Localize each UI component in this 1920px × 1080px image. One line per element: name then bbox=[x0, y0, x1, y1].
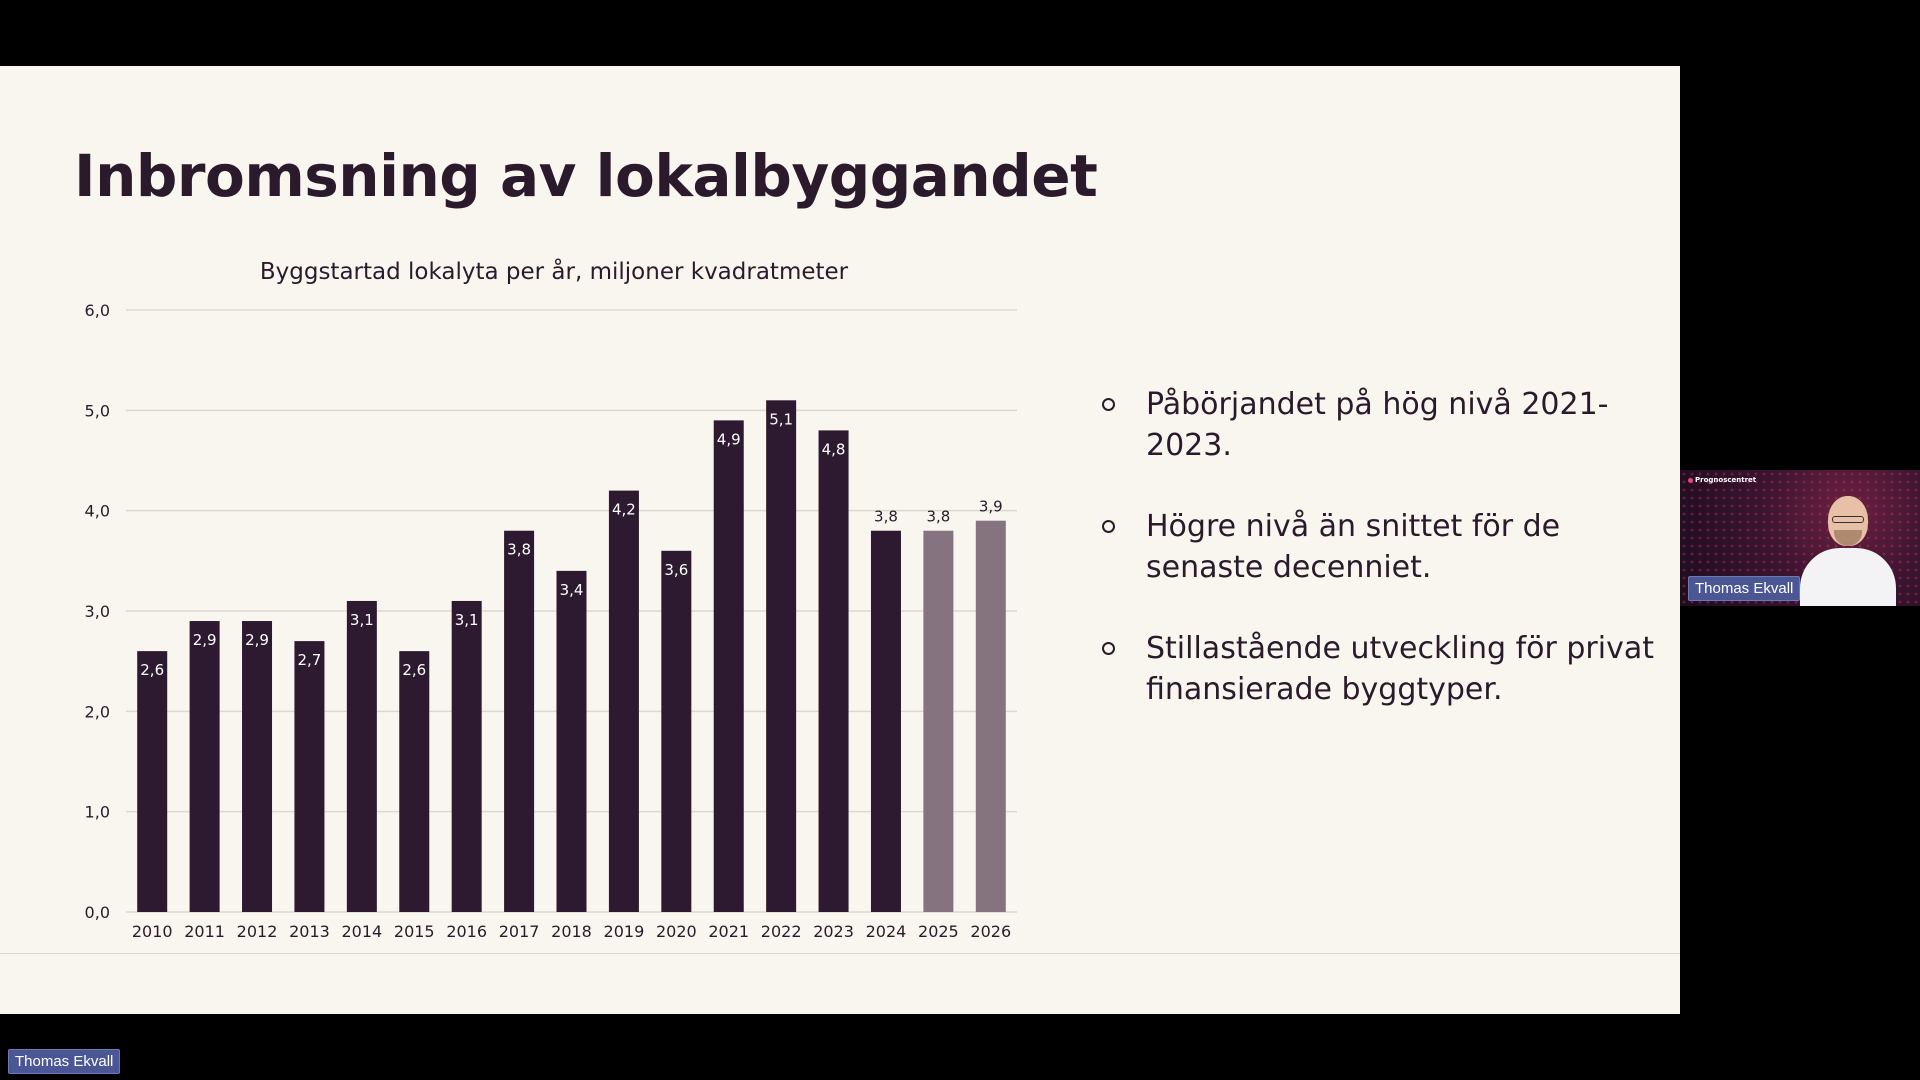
presentation-slide: Inbromsning av lokalbyggandet Byggstarta… bbox=[0, 66, 1680, 1014]
participant-name-tag: Thomas Ekvall bbox=[1688, 576, 1801, 601]
y-tick-label: 4,0 bbox=[85, 502, 110, 521]
x-tick-label: 2015 bbox=[394, 922, 435, 941]
bar-value-label: 2,7 bbox=[298, 651, 322, 669]
y-tick-label: 6,0 bbox=[85, 301, 110, 320]
circle-bullet-icon bbox=[1102, 520, 1115, 533]
participant-video-tile[interactable]: Prognoscentret Thomas Ekvall bbox=[1680, 470, 1920, 606]
x-tick-label: 2014 bbox=[341, 922, 382, 941]
bar bbox=[556, 570, 587, 912]
bullet-item: Högre nivå än snittet för de senaste dec… bbox=[1096, 506, 1656, 588]
circle-bullet-icon bbox=[1102, 398, 1115, 411]
x-tick-label: 2011 bbox=[184, 922, 225, 941]
bar-value-label: 3,8 bbox=[926, 508, 950, 526]
bar bbox=[923, 530, 954, 912]
bar-value-label: 2,9 bbox=[193, 631, 217, 649]
bar-value-label: 2,9 bbox=[245, 631, 269, 649]
bar-chart: 0,0 1,0 2,0 3,0 4,0 5,0 6,0 2,6 2010 2,9 2011 2,9 20… bbox=[85, 301, 1017, 941]
participant-video bbox=[1788, 496, 1898, 606]
bar-value-label: 4,2 bbox=[612, 501, 636, 519]
bullet-text: Högre nivå än snittet för de senaste dec… bbox=[1146, 509, 1561, 585]
bar bbox=[242, 621, 273, 912]
x-tick-label: 2018 bbox=[551, 922, 592, 941]
bar-value-label: 3,8 bbox=[507, 541, 531, 559]
bullet-item: Stillastående utveckling för privat fina… bbox=[1096, 628, 1656, 710]
bar bbox=[504, 530, 535, 912]
x-tick-label: 2019 bbox=[604, 922, 645, 941]
x-tick-label: 2020 bbox=[656, 922, 697, 941]
bar bbox=[294, 641, 325, 912]
bar-value-label: 3,4 bbox=[560, 581, 584, 599]
bar-value-label: 3,9 bbox=[979, 498, 1003, 516]
bar-value-label: 4,8 bbox=[822, 440, 846, 458]
bullet-item: Påbörjandet på hög nivå 2021-2023. bbox=[1096, 384, 1656, 466]
y-tick-label: 1,0 bbox=[85, 803, 110, 822]
x-tick-label: 2021 bbox=[708, 922, 749, 941]
bar bbox=[451, 600, 482, 912]
presenter-name-tag[interactable]: Thomas Ekvall bbox=[8, 1049, 121, 1074]
y-tick-label: 2,0 bbox=[85, 702, 110, 721]
bar-value-label: 3,6 bbox=[664, 561, 688, 579]
bullet-text: Stillastående utveckling för privat fina… bbox=[1146, 631, 1654, 707]
chart-title: Byggstartad lokalyta per år, miljoner kv… bbox=[259, 259, 849, 285]
x-tick-label: 2024 bbox=[866, 922, 907, 941]
bar bbox=[870, 530, 901, 912]
bar bbox=[346, 600, 377, 912]
y-tick-label: 0,0 bbox=[85, 903, 110, 922]
bar bbox=[713, 420, 744, 912]
bar-value-label: 3,8 bbox=[874, 508, 898, 526]
bar-value-label: 2,6 bbox=[140, 661, 164, 679]
circle-bullet-icon bbox=[1102, 642, 1115, 655]
bar-value-label: 4,9 bbox=[717, 430, 741, 448]
x-tick-label: 2010 bbox=[132, 922, 173, 941]
bar bbox=[975, 520, 1006, 912]
bar-value-label: 2,6 bbox=[402, 661, 426, 679]
x-tick-label: 2016 bbox=[446, 922, 487, 941]
bullet-list: Påbörjandet på hög nivå 2021-2023. Högre… bbox=[1096, 384, 1656, 750]
bar bbox=[661, 550, 692, 912]
slide-title: Inbromsning av lokalbyggandet bbox=[74, 142, 1098, 210]
x-tick-label: 2023 bbox=[813, 922, 854, 941]
x-tick-label: 2025 bbox=[918, 922, 959, 941]
x-tick-label: 2022 bbox=[761, 922, 802, 941]
slide-divider bbox=[0, 953, 1680, 954]
y-tick-label: 3,0 bbox=[85, 602, 110, 621]
participant-body bbox=[1800, 548, 1896, 606]
bar bbox=[137, 651, 168, 912]
bar bbox=[818, 430, 849, 912]
participant-beard bbox=[1834, 530, 1862, 546]
bullet-text: Påbörjandet på hög nivå 2021-2023. bbox=[1146, 387, 1609, 463]
bar bbox=[399, 651, 430, 912]
x-tick-label: 2026 bbox=[970, 922, 1011, 941]
participant-glasses bbox=[1832, 516, 1864, 523]
company-logo-text: Prognoscentret bbox=[1695, 476, 1757, 484]
bar bbox=[189, 621, 220, 912]
x-tick-label: 2017 bbox=[499, 922, 540, 941]
bar bbox=[608, 490, 639, 912]
x-tick-label: 2013 bbox=[289, 922, 330, 941]
bar-value-label: 3,1 bbox=[455, 611, 479, 629]
bar-value-label: 3,1 bbox=[350, 611, 374, 629]
x-tick-label: 2012 bbox=[237, 922, 278, 941]
bar-value-label: 5,1 bbox=[769, 410, 793, 428]
y-tick-label: 5,0 bbox=[85, 401, 110, 420]
bar bbox=[766, 400, 797, 912]
company-logo: Prognoscentret bbox=[1688, 476, 1756, 484]
